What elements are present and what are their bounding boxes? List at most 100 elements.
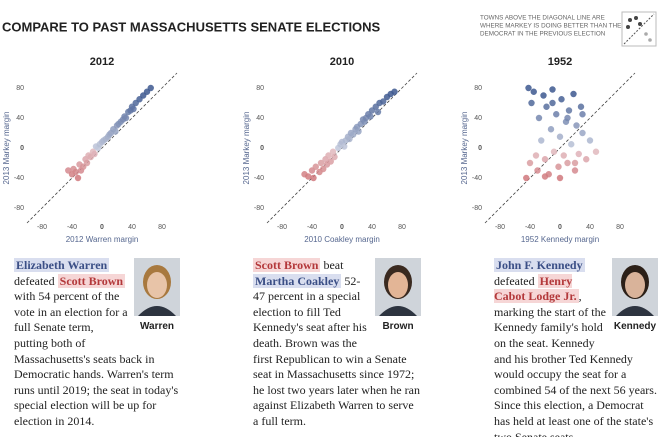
diagonal xyxy=(484,72,636,224)
town-dot xyxy=(350,131,357,138)
town-dot xyxy=(526,159,534,167)
x-tick-label: 0 xyxy=(100,224,104,231)
y-tick-label: -40 xyxy=(254,175,264,182)
town-dot xyxy=(555,163,562,170)
town-dot xyxy=(327,158,334,165)
town-dot xyxy=(570,90,577,98)
town-dot xyxy=(541,156,549,163)
y-tick-label: -80 xyxy=(14,205,24,212)
town-dot xyxy=(130,105,137,113)
x-tick-label: 0 xyxy=(340,224,344,231)
x-tick-label: 40 xyxy=(128,224,136,231)
charts: COMPARE TO PAST MASSACHUSETTS SENATE ELE… xyxy=(2,11,657,244)
town-dot xyxy=(583,156,590,163)
town-dot xyxy=(523,174,530,182)
bio: Warren Elizabeth Warren defeated Scott Br… xyxy=(14,258,180,430)
x-tick-label: 80 xyxy=(158,224,166,231)
town-dot xyxy=(147,84,154,92)
town-dot xyxy=(355,128,362,135)
y-tick-label: 40 xyxy=(474,115,482,122)
bio-text: defeated xyxy=(14,273,58,288)
x-tick-label: -80 xyxy=(37,224,47,231)
x-tick-label: 80 xyxy=(398,224,406,231)
x-axis-label: 2010 Coakley margin xyxy=(304,235,380,244)
town-dot xyxy=(380,98,387,105)
town-dot xyxy=(575,150,582,158)
town-dot xyxy=(556,174,564,182)
bio: Brown Scott Brown beat Martha Coakley 52-… xyxy=(253,258,421,430)
x-tick-label: 40 xyxy=(586,224,594,231)
town-dot xyxy=(547,126,555,133)
town-dot xyxy=(367,113,374,120)
town-dot xyxy=(549,86,556,93)
town-dot xyxy=(538,137,545,144)
candidate-name: Martha Coakley xyxy=(253,273,342,288)
portrait-image xyxy=(612,258,658,316)
y-tick-label: 40 xyxy=(256,115,264,122)
town-dot xyxy=(573,122,580,129)
town-dot xyxy=(565,107,573,114)
portrait-caption: Warren xyxy=(139,321,175,332)
note-line: WHERE MARKEY IS DOING BETTER THAN THE xyxy=(480,23,621,30)
y-axis-label: 2013 Markey margin xyxy=(2,112,11,185)
town-dot xyxy=(525,84,532,92)
bio: Kennedy John F. Kennedy defeated Henry Ca… xyxy=(494,258,658,437)
town-dot xyxy=(550,148,558,155)
x-axis-label: 2012 Warren margin xyxy=(66,235,139,244)
town-dot xyxy=(564,159,571,167)
town-dot xyxy=(532,152,540,159)
portrait-caption: Brown xyxy=(382,321,414,332)
town-dot xyxy=(577,103,585,110)
diagonal xyxy=(26,72,178,224)
x-tick-label: -40 xyxy=(307,224,317,231)
y-tick-label: -40 xyxy=(472,175,482,182)
town-dot xyxy=(535,114,543,122)
portrait-image xyxy=(375,258,421,316)
bio-text: defeated xyxy=(494,273,538,288)
town-dot xyxy=(530,88,537,95)
town-dot xyxy=(329,148,337,155)
candidate-name: Elizabeth Warren xyxy=(14,258,110,272)
town-dot xyxy=(122,114,130,122)
town-dot xyxy=(571,159,579,167)
town-dot xyxy=(592,148,600,155)
town-dot xyxy=(317,159,325,167)
town-dot xyxy=(331,153,338,161)
town-dot xyxy=(346,135,353,143)
y-axis-label: 2013 Markey margin xyxy=(460,112,469,185)
town-dot xyxy=(72,168,79,176)
portrait: Brown xyxy=(375,258,421,335)
y-tick-label: -80 xyxy=(254,205,264,212)
note-icon xyxy=(621,11,657,47)
portrait-caption: Kennedy xyxy=(613,321,657,332)
x-tick-label: -80 xyxy=(277,224,287,231)
note-line: TOWNS ABOVE THE DIAGONAL LINE ARE xyxy=(480,15,605,22)
town-dot xyxy=(553,111,560,118)
town-dot xyxy=(558,96,565,103)
y-tick-label: -80 xyxy=(472,205,482,212)
town-dot xyxy=(341,143,348,150)
town-dot xyxy=(541,173,549,180)
y-tick-label: 40 xyxy=(16,115,24,122)
town-dot xyxy=(91,150,98,158)
y-tick-label: 0 xyxy=(20,145,24,152)
town-dot xyxy=(112,128,119,135)
x-tick-label: 40 xyxy=(368,224,376,231)
town-dot xyxy=(74,174,82,182)
y-tick-label: 80 xyxy=(256,85,264,92)
portrait-image xyxy=(134,258,180,316)
chart-title: 1952 xyxy=(548,56,572,68)
candidate-name: John F. Kennedy xyxy=(494,258,585,272)
town-dot xyxy=(534,167,541,174)
x-tick-label: -80 xyxy=(495,224,505,231)
town-dot xyxy=(312,163,319,170)
y-tick-label: 0 xyxy=(260,145,264,152)
y-tick-label: 80 xyxy=(16,85,24,92)
y-tick-label: 80 xyxy=(474,85,482,92)
town-dot xyxy=(310,174,317,182)
town-dot xyxy=(325,152,332,159)
note-line: DEMOCRAT IN THE PREVIOUS ELECTION xyxy=(480,31,606,38)
y-tick-label: -40 xyxy=(14,175,24,182)
bio-text: , marking the start of the Kennedy famil… xyxy=(494,289,657,437)
